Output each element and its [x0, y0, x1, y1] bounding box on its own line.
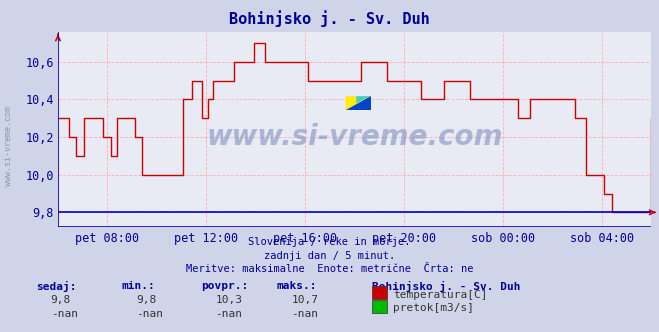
Text: -nan: -nan [136, 309, 163, 319]
Text: zadnji dan / 5 minut.: zadnji dan / 5 minut. [264, 251, 395, 261]
Text: temperatura[C]: temperatura[C] [393, 290, 488, 299]
Polygon shape [346, 96, 370, 110]
Text: Bohinjsko j. - Sv. Duh: Bohinjsko j. - Sv. Duh [229, 11, 430, 28]
Text: Bohinjsko j. - Sv. Duh: Bohinjsko j. - Sv. Duh [372, 281, 521, 291]
Text: 9,8: 9,8 [136, 295, 157, 305]
Text: 9,8: 9,8 [51, 295, 71, 305]
Text: Slovenija / reke in morje.: Slovenija / reke in morje. [248, 237, 411, 247]
Text: -nan: -nan [291, 309, 318, 319]
Text: sedaj:: sedaj: [36, 281, 76, 291]
Text: www.si-vreme.com: www.si-vreme.com [206, 123, 503, 151]
Text: 10,3: 10,3 [215, 295, 243, 305]
Text: 10,7: 10,7 [291, 295, 318, 305]
Polygon shape [346, 96, 370, 110]
Text: povpr.:: povpr.: [201, 281, 248, 290]
Text: Meritve: maksimalne  Enote: metrične  Črta: ne: Meritve: maksimalne Enote: metrične Črta… [186, 264, 473, 274]
Text: -nan: -nan [51, 309, 78, 319]
Text: -nan: -nan [215, 309, 243, 319]
Text: www.si-vreme.com: www.si-vreme.com [4, 106, 13, 186]
Text: pretok[m3/s]: pretok[m3/s] [393, 303, 474, 313]
Polygon shape [357, 96, 370, 103]
Text: min.:: min.: [122, 281, 156, 290]
Text: maks.:: maks.: [277, 281, 317, 290]
